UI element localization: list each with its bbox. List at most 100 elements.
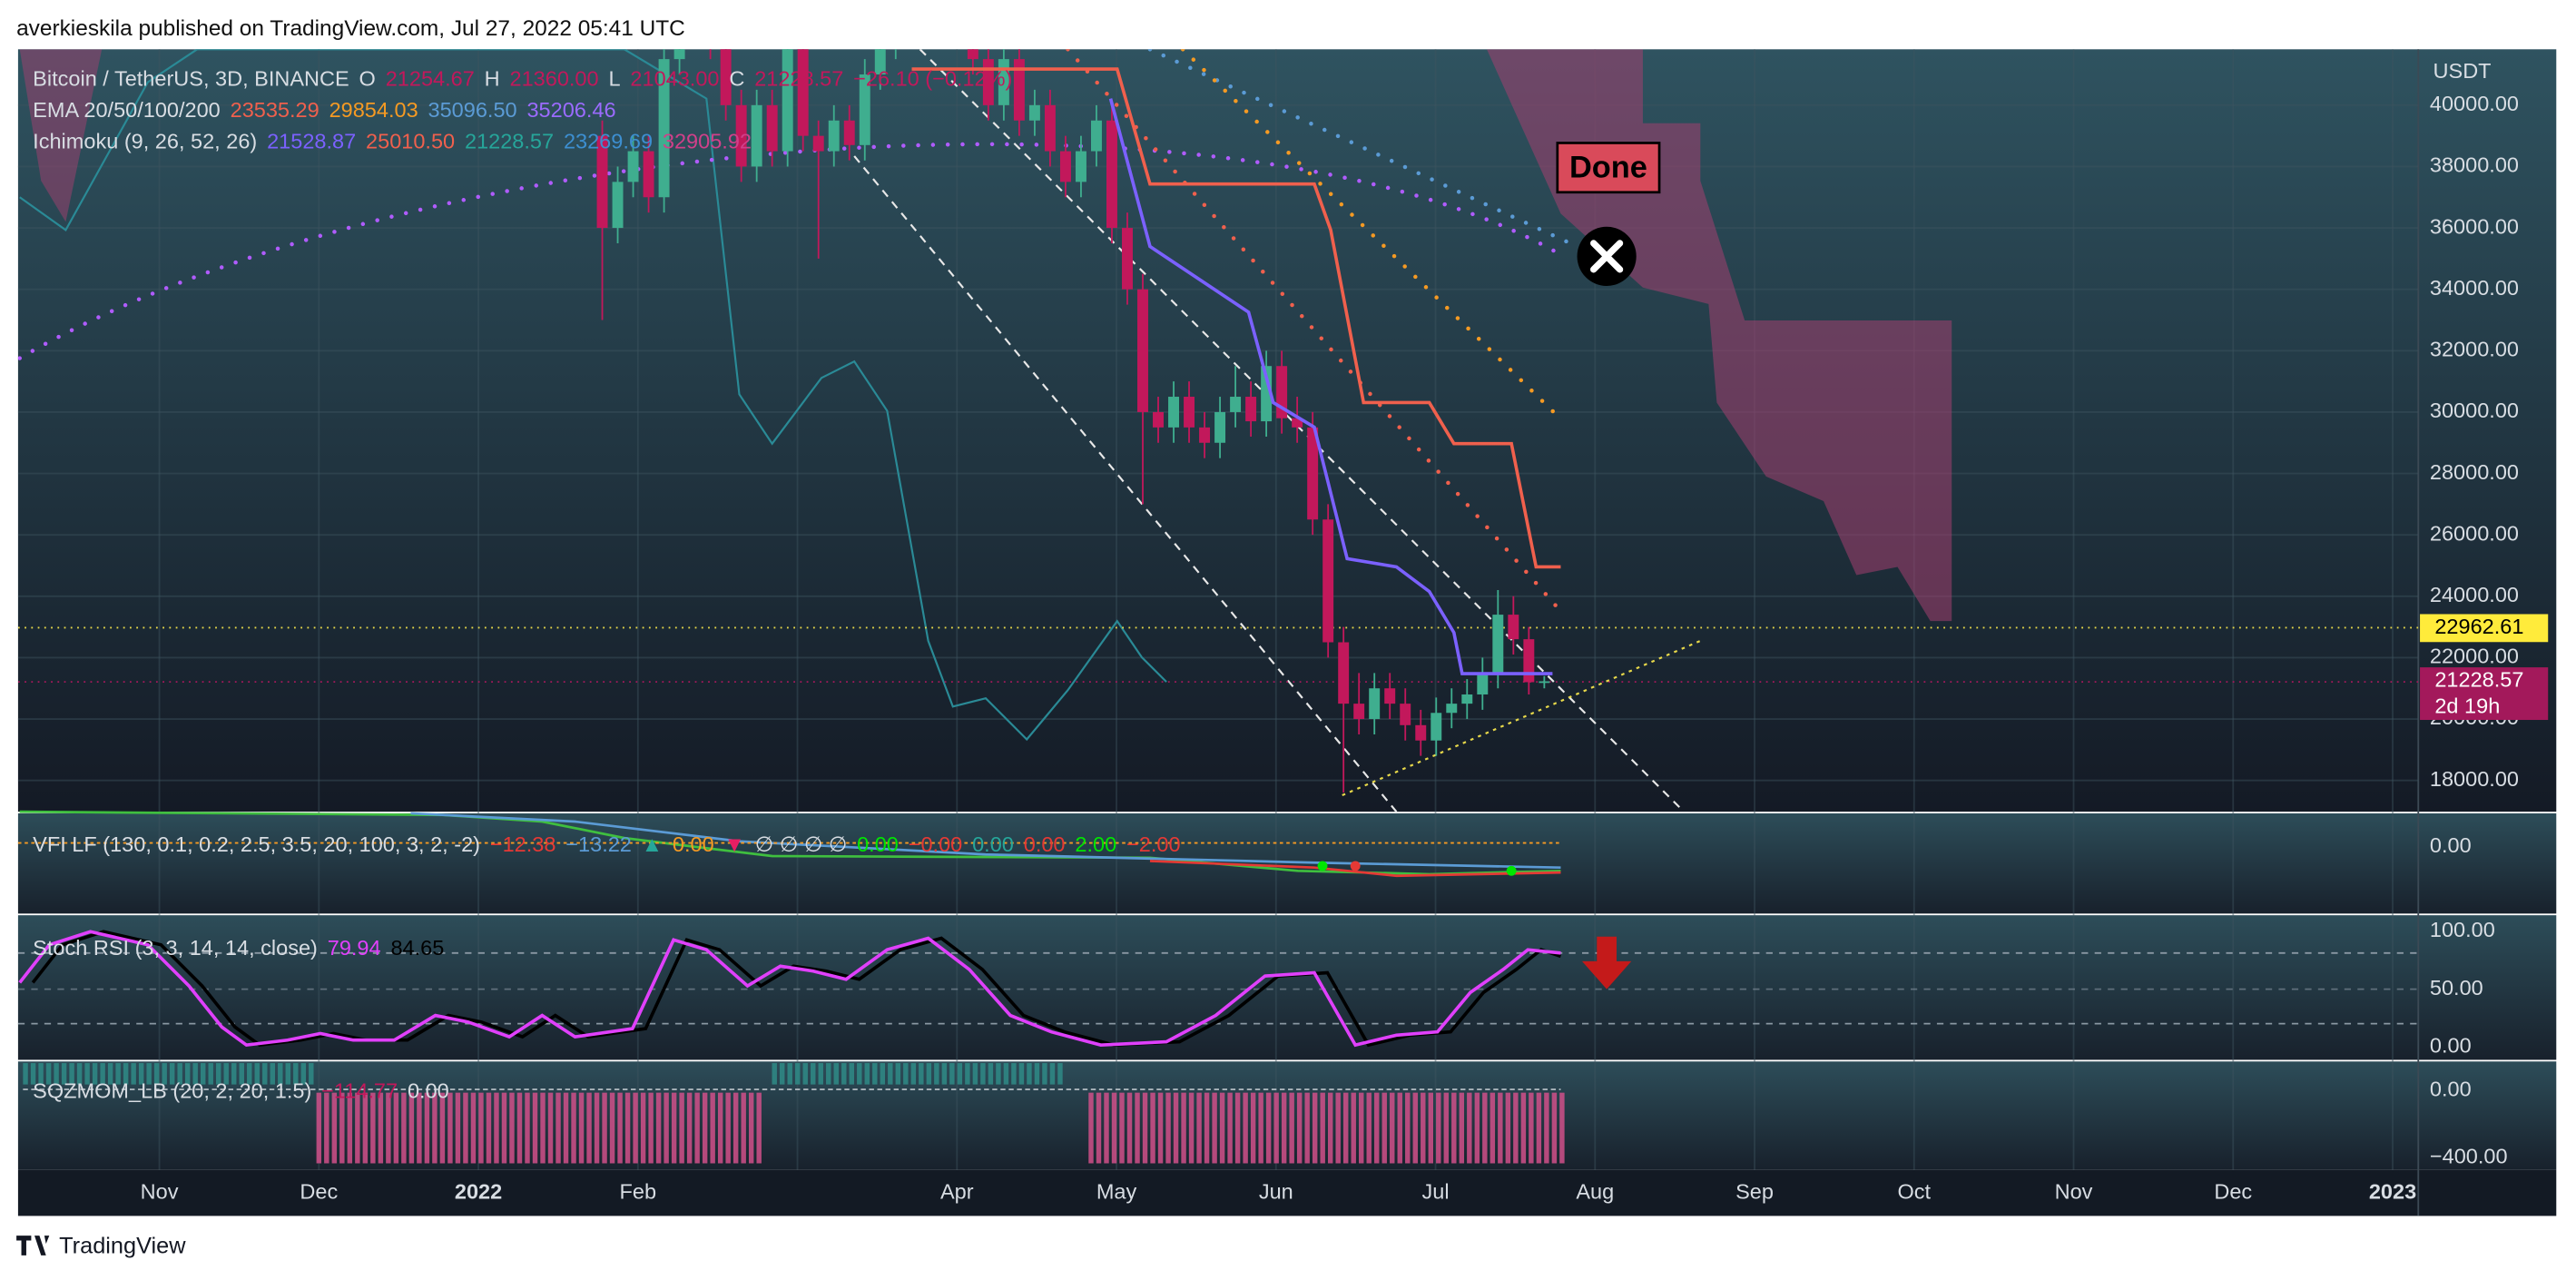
sqz-bar xyxy=(417,1092,422,1164)
legend-item: Bitcoin / TetherUS, 3D, BINANCE xyxy=(33,67,349,91)
sqz-strip xyxy=(131,1063,136,1085)
sqz-strip xyxy=(795,1063,801,1085)
sqz-bar xyxy=(1196,1092,1202,1164)
sqz-bar xyxy=(571,1092,576,1164)
candle-body xyxy=(1492,615,1504,674)
sqz-bar xyxy=(1212,1092,1217,1164)
legend-item: −114.77 xyxy=(321,1079,398,1103)
vfi-dot xyxy=(1350,861,1361,871)
legend-item: ▼ xyxy=(724,832,745,856)
sqz-strip xyxy=(1011,1063,1017,1085)
sqz-bar xyxy=(1219,1092,1225,1164)
sqz-bar xyxy=(516,1092,523,1164)
sqz-bar xyxy=(339,1092,345,1164)
sqz-bar xyxy=(1243,1092,1248,1164)
sqz-strip xyxy=(184,1063,191,1085)
sqz-bar xyxy=(1544,1092,1549,1164)
y-tick-label: 36000.00 xyxy=(2430,214,2519,238)
sqz-bar xyxy=(1258,1092,1263,1164)
sqz-bar xyxy=(478,1092,484,1164)
sqz-bar xyxy=(401,1092,407,1164)
sqz-bar xyxy=(1490,1092,1496,1164)
sqz-strip xyxy=(787,1063,792,1085)
y-tick-label: 28000.00 xyxy=(2430,460,2519,484)
sqz-bar xyxy=(741,1092,746,1164)
sqz-strip xyxy=(153,1063,160,1085)
candle-body xyxy=(1199,427,1211,443)
candle-body xyxy=(967,49,978,60)
legend-item: 0.00 xyxy=(972,832,1014,856)
sqz-bar xyxy=(408,1092,415,1164)
sqz-strip xyxy=(910,1063,917,1085)
sqz-strip xyxy=(38,1063,44,1085)
sqz-bar xyxy=(1351,1092,1356,1164)
sqz-strip xyxy=(30,1063,36,1085)
sqz-strip xyxy=(300,1063,307,1085)
candle-body xyxy=(1292,418,1303,428)
sqz-strip xyxy=(1003,1063,1009,1085)
sqz-strip xyxy=(54,1063,59,1085)
legend-item: −13.22 xyxy=(565,832,632,856)
candle-body xyxy=(643,151,654,198)
sqz-bar xyxy=(525,1092,530,1164)
sqz-bar xyxy=(671,1092,677,1164)
legend-item: VFI LF (130, 0.1, 0.2, 2.5, 3.5, 20, 100… xyxy=(33,832,480,856)
x-tick-label: Nov xyxy=(2055,1179,2093,1203)
sqz-strip xyxy=(780,1063,785,1085)
ichimoku-cloud xyxy=(19,49,103,222)
sqz-bar xyxy=(1157,1092,1164,1164)
candle-body xyxy=(1477,673,1489,694)
sqz-strip xyxy=(61,1063,67,1085)
sqz-bar xyxy=(1529,1092,1534,1164)
sqz-strip xyxy=(996,1063,1001,1085)
sqz-bar xyxy=(1312,1092,1318,1164)
legend-item: EMA 20/50/100/200 xyxy=(33,98,221,122)
legend-item: 0.00 xyxy=(673,832,714,856)
sqz-bar xyxy=(1397,1092,1402,1164)
sqz-bar xyxy=(1498,1092,1503,1164)
legend-item: 0.00 xyxy=(857,832,899,856)
sqz-bar xyxy=(1181,1092,1186,1164)
sqz-strip xyxy=(864,1063,870,1085)
candle-body xyxy=(1090,120,1102,152)
candle-body xyxy=(766,104,778,152)
candle-body xyxy=(859,74,870,145)
sqz-bar xyxy=(331,1092,338,1164)
legend-item: 0.00 xyxy=(408,1079,449,1103)
pane-tick-label: 100.00 xyxy=(2430,918,2495,941)
sqz-bar xyxy=(1443,1092,1450,1164)
sqz-strip xyxy=(1042,1063,1047,1085)
sqz-strip xyxy=(208,1063,213,1085)
sqz-bar xyxy=(486,1092,492,1164)
candle-body xyxy=(673,49,685,60)
sqz-bar xyxy=(1505,1092,1511,1164)
candle-body xyxy=(612,182,624,229)
candle-body xyxy=(890,0,901,44)
sqz-bar xyxy=(1335,1092,1341,1164)
sqz-strip xyxy=(216,1063,221,1085)
sqz-strip xyxy=(811,1063,816,1085)
channel-line xyxy=(919,49,1685,812)
y-tick-label: 40000.00 xyxy=(2430,92,2519,115)
sqz-bar xyxy=(725,1092,731,1164)
legend-row: SQZMOM_LB (20, 2, 20, 1.5) −114.77 0.00 xyxy=(33,1079,449,1103)
candle-body xyxy=(1523,639,1535,683)
pane-tick-label: 0.00 xyxy=(2430,833,2472,857)
sqz-bar xyxy=(1467,1092,1472,1164)
candle-body xyxy=(658,59,670,198)
legend-item: −12.38 xyxy=(490,832,556,856)
sqz-bar xyxy=(540,1092,546,1164)
sqz-bar xyxy=(1289,1092,1294,1164)
sqz-bar xyxy=(586,1092,592,1164)
sqz-strip xyxy=(23,1063,28,1085)
candle-body xyxy=(1539,681,1550,684)
sqz-strip xyxy=(107,1063,113,1085)
legend-item: 21528.87 xyxy=(267,130,356,153)
legend-item: 84.65 xyxy=(390,936,444,960)
x-tick-label: Feb xyxy=(620,1179,657,1203)
sqz-bar xyxy=(717,1092,723,1164)
candle-body xyxy=(735,104,747,167)
legend-row: Ichimoku (9, 26, 52, 26) 21528.87 25010.50… xyxy=(33,130,752,153)
sqz-bar xyxy=(694,1092,700,1164)
sqz-strip xyxy=(926,1063,932,1085)
